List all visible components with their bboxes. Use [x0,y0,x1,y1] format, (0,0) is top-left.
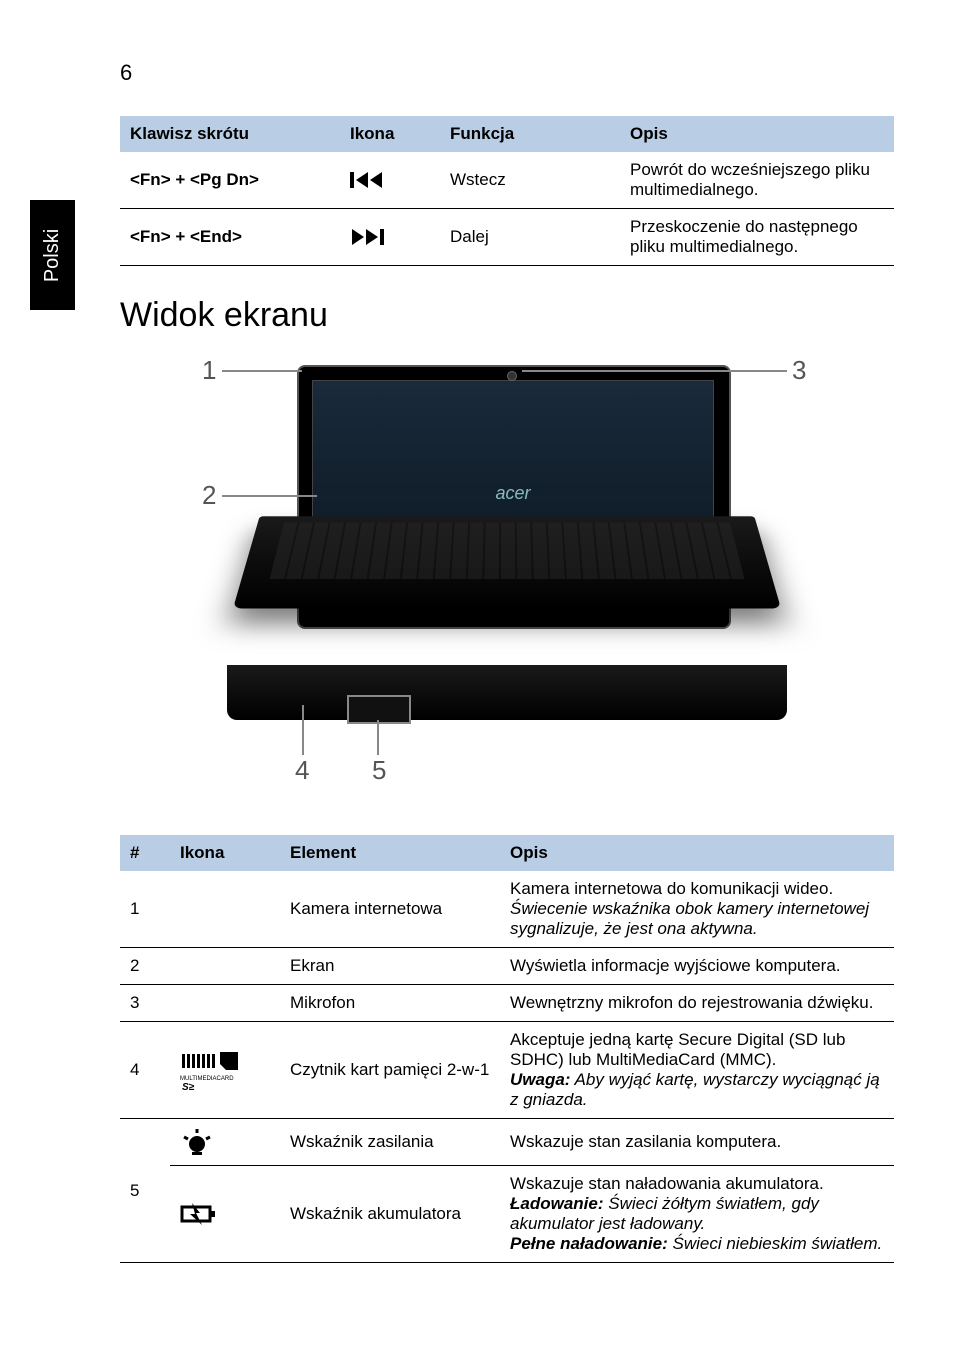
indicator-led-box [347,695,411,724]
row-num: 5 [120,1119,170,1263]
func-cell: Dalej [440,209,620,266]
page: Polski 6 Klawisz skrótu Ikona Funkcja Op… [0,0,954,1369]
row-num: 3 [120,985,170,1022]
hotkey-cell: <Fn> + <Pg Dn> [120,152,340,209]
page-number: 6 [120,60,894,86]
col-hotkey: Klawisz skrótu [120,116,340,152]
callout-5: 5 [372,755,386,786]
row-desc: Wskazuje stan naładowania akumulatora. Ł… [500,1166,894,1263]
col-desc: Opis [500,835,894,871]
svg-text:S≥: S≥ [182,1082,195,1090]
table-row: 2 Ekran Wyświetla informacje wyjściowe k… [120,948,894,985]
full-text: Świeci niebieskim światłem. [668,1234,882,1253]
power-indicator-icon [170,1119,280,1166]
battery-indicator-icon [170,1166,280,1263]
row-desc: Kamera internetowa do komunikacji wideo.… [500,871,894,948]
callout-line [222,495,317,497]
callout-2: 2 [202,480,216,511]
next-track-icon [340,209,440,266]
table-row: 4 MULTIMEDIACARD S≥ Czytnik kart pamięci… [120,1022,894,1119]
row-num: 1 [120,871,170,948]
prev-track-icon [340,152,440,209]
table-row: 1 Kamera internetowa Kamera internetowa … [120,871,894,948]
table-row: Wskaźnik akumulatora Wskazuje stan naład… [120,1166,894,1263]
laptop-keyboard [270,523,745,580]
row-element: Kamera internetowa [280,871,500,948]
callout-line [522,370,787,372]
desc-cell: Przeskoczenie do następnego pliku multim… [620,209,894,266]
desc-plain: Akceptuje jedną kartę Secure Digital (SD… [510,1030,845,1069]
row-num: 2 [120,948,170,985]
table-row: <Fn> + <End> Dalej Przeskoczenie do nast… [120,209,894,266]
callout-line [377,720,379,755]
sd-card-icon: MULTIMEDIACARD S≥ [170,1022,280,1119]
desc-plain: Kamera internetowa do komunikacji wideo. [510,879,833,898]
hotkey-cell: <Fn> + <End> [120,209,340,266]
webcam-dot [507,371,517,381]
callout-4: 4 [295,755,309,786]
callout-3: 3 [792,355,806,386]
charge-label: Ładowanie: [510,1194,604,1213]
laptop-brand-text: acer [495,483,530,504]
screen-parts-table: # Ikona Element Opis 1 Kamera internetow… [120,835,894,1263]
table-row: <Fn> + <Pg Dn> Wstecz Powrót do wcześnie… [120,152,894,209]
col-func: Funkcja [440,116,620,152]
laptop-illustration: acer 1 2 3 4 5 [207,355,807,815]
laptop-front-edge [227,665,787,720]
row-element: Mikrofon [280,985,500,1022]
row-element: Ekran [280,948,500,985]
col-desc: Opis [620,116,894,152]
desc-cell: Powrót do wcześniejszego pliku multimedi… [620,152,894,209]
language-tab-label: Polski [41,228,64,281]
screen-view-diagram: acer 1 2 3 4 5 [120,355,894,815]
full-label: Pełne naładowanie: [510,1234,668,1253]
hotkey-table-header-row: Klawisz skrótu Ikona Funkcja Opis [120,116,894,152]
col-element: Element [280,835,500,871]
table-row: 3 Mikrofon Wewnętrzny mikrofon do rejest… [120,985,894,1022]
row-desc: Wewnętrzny mikrofon do rejestrowania dźw… [500,985,894,1022]
col-icon: Ikona [170,835,280,871]
row-element: Wskaźnik akumulatora [280,1166,500,1263]
table-row: 5 Wskaźnik zasilania Wskazuje stan zasil… [120,1119,894,1166]
col-icon: Ikona [340,116,440,152]
callout-line [302,720,304,755]
parts-table-header-row: # Ikona Element Opis [120,835,894,871]
desc-italic: Świecenie wskaźnika obok kamery internet… [510,899,869,938]
callout-line [222,370,302,372]
row-num: 4 [120,1022,170,1119]
desc-note-label: Uwaga: [510,1070,570,1089]
section-heading: Widok ekranu [120,296,894,335]
callout-1: 1 [202,355,216,386]
row-element: Wskaźnik zasilania [280,1119,500,1166]
row-element: Czytnik kart pamięci 2-w-1 [280,1022,500,1119]
hotkey-table: Klawisz skrótu Ikona Funkcja Opis <Fn> +… [120,116,894,266]
desc-plain: Wskazuje stan naładowania akumulatora. [510,1174,824,1193]
row-desc: Wyświetla informacje wyjściowe komputera… [500,948,894,985]
func-cell: Wstecz [440,152,620,209]
row-icon [170,985,280,1022]
row-icon [170,871,280,948]
row-desc: Akceptuje jedną kartę Secure Digital (SD… [500,1022,894,1119]
language-tab: Polski [30,200,75,310]
col-num: # [120,835,170,871]
row-icon [170,948,280,985]
row-desc: Wskazuje stan zasilania komputera. [500,1119,894,1166]
